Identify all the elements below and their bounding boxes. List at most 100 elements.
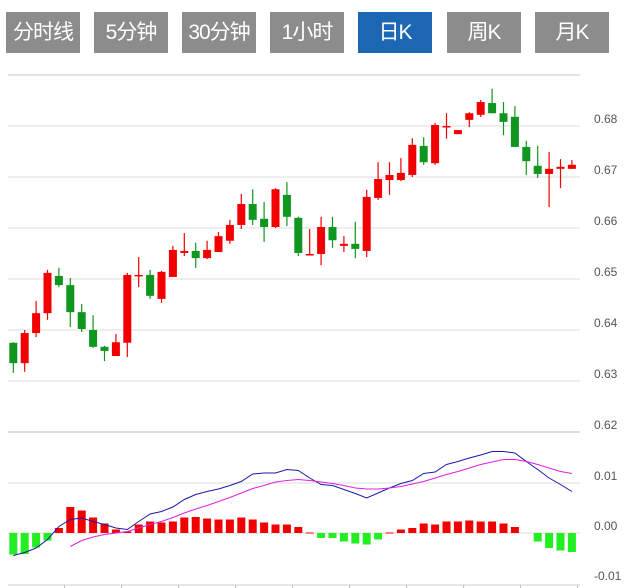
macd-histogram-bar <box>134 524 143 533</box>
macd-histogram-bar <box>533 533 542 542</box>
candle-body <box>419 145 428 163</box>
macd-histogram-bar <box>385 532 394 534</box>
candle-body <box>214 236 223 252</box>
macd-histogram-bar <box>282 524 291 533</box>
macd-histogram-bar <box>203 518 212 533</box>
macd-histogram-bar <box>248 519 257 533</box>
macd-histogram-bar <box>419 523 428 533</box>
candle-body <box>408 144 417 175</box>
candle-body <box>533 165 542 174</box>
candle-body <box>180 250 189 253</box>
candle-body <box>157 271 166 299</box>
macd-histogram-bar <box>89 517 98 533</box>
tab-2[interactable]: 30分钟 <box>182 12 256 53</box>
price-axis-label: 0.63 <box>594 367 618 381</box>
candle-body <box>32 313 41 334</box>
macd-histogram-bar <box>77 510 86 533</box>
candle-body <box>431 124 440 164</box>
macd-histogram-bar <box>32 533 41 548</box>
candle-body <box>54 275 63 286</box>
macd-histogram-bar <box>465 520 474 533</box>
candle-body <box>123 274 132 343</box>
dif-line <box>13 451 573 556</box>
candle-body <box>374 179 383 198</box>
macd-histogram-bar <box>408 528 417 533</box>
candle-body <box>260 218 269 227</box>
candle-body <box>476 102 485 115</box>
candle-body <box>248 204 257 220</box>
candle-body <box>317 226 326 255</box>
dea-line <box>70 459 572 547</box>
macd-histogram-bar <box>339 533 348 542</box>
candle-body <box>168 249 177 277</box>
macd-histogram-bar <box>100 523 109 533</box>
macd-histogram-bar <box>191 517 200 533</box>
price-axis-label: 0.67 <box>594 163 618 177</box>
candle-body <box>146 274 155 296</box>
tab-6[interactable]: 月K <box>535 12 609 53</box>
tab-3[interactable]: 1小时 <box>270 12 344 53</box>
macd-histogram-bar <box>499 523 508 533</box>
tab-1[interactable]: 5分钟 <box>94 12 168 53</box>
macd-histogram-bar <box>545 533 554 548</box>
candle-body <box>225 224 234 241</box>
macd-histogram-bar <box>157 522 166 533</box>
macd-histogram-bar <box>237 517 246 533</box>
candle-body <box>9 342 18 364</box>
tab-4[interactable]: 日K <box>358 12 432 53</box>
candle-body <box>351 243 360 249</box>
candle-body <box>339 243 348 246</box>
candle-body <box>191 250 200 259</box>
macd-histogram-bar <box>442 521 451 533</box>
tab-0[interactable]: 分时线 <box>6 12 80 53</box>
candle-body <box>282 194 291 217</box>
period-tabs: 分时线 5分钟 30分钟 1小时 日K 周K 月K <box>0 12 642 53</box>
price-axis-label: 0.64 <box>594 316 618 330</box>
macd-histogram-bar <box>43 533 52 541</box>
candle-body <box>510 116 519 147</box>
macd-axis-label: 0.00 <box>594 519 618 533</box>
macd-histogram-bar <box>20 533 29 554</box>
candle-body <box>567 164 576 169</box>
macd-axis-label: -0.01 <box>594 569 622 583</box>
candle-body <box>134 274 143 277</box>
macd-histogram-bar <box>305 532 314 534</box>
candle-body <box>362 196 371 251</box>
macd-histogram-bar <box>54 528 63 533</box>
macd-histogram-bar <box>214 519 223 533</box>
macd-histogram-bar <box>225 519 234 533</box>
macd-histogram-bar <box>488 521 497 533</box>
macd-histogram-bar <box>556 533 565 551</box>
macd-axis-label: 0.01 <box>594 469 618 483</box>
macd-histogram-bar <box>351 533 360 544</box>
candle-body <box>465 113 474 120</box>
macd-histogram-bar <box>294 527 303 533</box>
macd-histogram-bar <box>328 533 337 538</box>
price-axis-label: 0.66 <box>594 214 618 228</box>
candle-body <box>66 285 75 313</box>
candle-body <box>294 217 303 253</box>
macd-histogram-bar <box>317 533 326 538</box>
macd-histogram-bar <box>260 522 269 533</box>
macd-histogram-bar <box>510 527 519 533</box>
macd-histogram-bar <box>476 521 485 533</box>
tab-5[interactable]: 周K <box>447 12 521 53</box>
candle-body <box>545 168 554 174</box>
candle-body <box>499 113 508 122</box>
candle-body <box>385 174 394 181</box>
macd-histogram-bar <box>9 533 18 555</box>
candle-body <box>488 103 497 114</box>
macd-histogram-bar <box>111 529 120 533</box>
macd-histogram-bar <box>362 533 371 545</box>
candle-body <box>89 330 98 347</box>
macd-histogram-bar <box>396 529 405 533</box>
candle-body <box>77 312 86 329</box>
price-axis-label: 0.65 <box>594 265 618 279</box>
macd-histogram-bar <box>374 533 383 540</box>
macd-histogram-bar <box>567 533 576 552</box>
candle-body <box>203 249 212 259</box>
price-axis-label: 0.62 <box>594 418 618 432</box>
candle-body <box>43 272 52 314</box>
candle-body <box>453 130 462 135</box>
